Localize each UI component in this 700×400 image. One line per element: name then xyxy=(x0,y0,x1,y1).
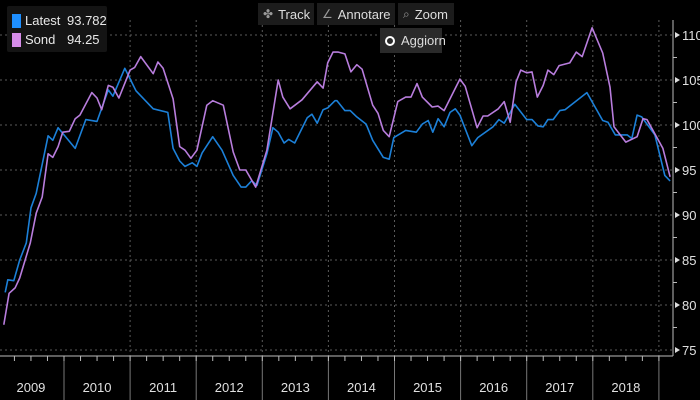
track-label: Track xyxy=(278,6,311,22)
series-line-latest xyxy=(4,67,671,293)
y-tick-marker xyxy=(675,302,680,308)
series-line-sond xyxy=(3,27,671,325)
refresh-button[interactable]: Aggiorn xyxy=(380,28,446,53)
y-tick-marker xyxy=(675,77,680,83)
y-tick-label: 105 xyxy=(682,73,700,88)
x-tick-label: 2015 xyxy=(413,380,442,395)
zoom-label: Zoom xyxy=(414,6,448,22)
magnifier-icon: ⌕ xyxy=(403,6,410,21)
y-tick-label: 95 xyxy=(682,163,696,178)
x-tick-label: 2012 xyxy=(215,380,244,395)
legend-swatch-sond xyxy=(12,32,21,47)
x-tick-label: 2014 xyxy=(347,380,376,395)
y-tick-marker xyxy=(675,122,680,128)
gridlines xyxy=(0,20,673,356)
legend-swatch-latest xyxy=(12,13,21,28)
y-tick-marker xyxy=(675,32,680,38)
legend-value: 93.782 xyxy=(67,13,107,28)
y-tick-marker xyxy=(675,212,680,218)
annotate-label: Annotare xyxy=(337,6,391,22)
legend-value: 94.25 xyxy=(67,32,100,47)
legend: Latest 93.782 Sond 94.25 xyxy=(7,6,107,52)
legend-label: Sond xyxy=(25,32,56,47)
legend-item-sond[interactable]: Sond 94.25 xyxy=(12,32,100,47)
y-tick-label: 80 xyxy=(682,298,696,313)
y-tick-label: 90 xyxy=(682,208,696,223)
y-tick-label: 85 xyxy=(682,253,696,268)
crosshair-icon: ✤ xyxy=(263,7,274,21)
refresh-icon xyxy=(385,35,395,46)
pencil-icon: ∠ xyxy=(322,7,333,21)
y-tick-marker xyxy=(675,347,680,353)
legend-item-latest[interactable]: Latest 93.782 xyxy=(12,13,107,28)
x-tick-label: 2018 xyxy=(611,380,640,395)
annotate-button[interactable]: ∠ Annotare xyxy=(317,3,395,25)
x-tick-label: 2016 xyxy=(479,380,508,395)
refresh-label: Aggiorn xyxy=(401,33,446,48)
x-tick-label: 2009 xyxy=(16,380,45,395)
x-axis: 2009 2010 2011 2012 2013 2014 2015 2016 2017 2018 xyxy=(0,355,673,400)
y-tick-label: 110 xyxy=(682,28,700,43)
y-tick-label: 75 xyxy=(682,343,696,358)
series-lines xyxy=(3,27,671,325)
x-tick-label: 2013 xyxy=(281,380,310,395)
legend-label: Latest xyxy=(25,13,61,28)
y-tick-marker xyxy=(675,167,680,173)
track-button[interactable]: ✤ Track xyxy=(258,3,314,25)
y-axis: 75 80 85 90 95 100 105 110 xyxy=(672,20,700,358)
y-tick-marker xyxy=(675,257,680,263)
x-tick-label: 2010 xyxy=(83,380,112,395)
zoom-button[interactable]: ⌕ Zoom xyxy=(398,3,454,25)
x-tick-label: 2017 xyxy=(545,380,574,395)
y-tick-label: 100 xyxy=(682,118,700,133)
x-tick-label: 2011 xyxy=(149,380,177,395)
